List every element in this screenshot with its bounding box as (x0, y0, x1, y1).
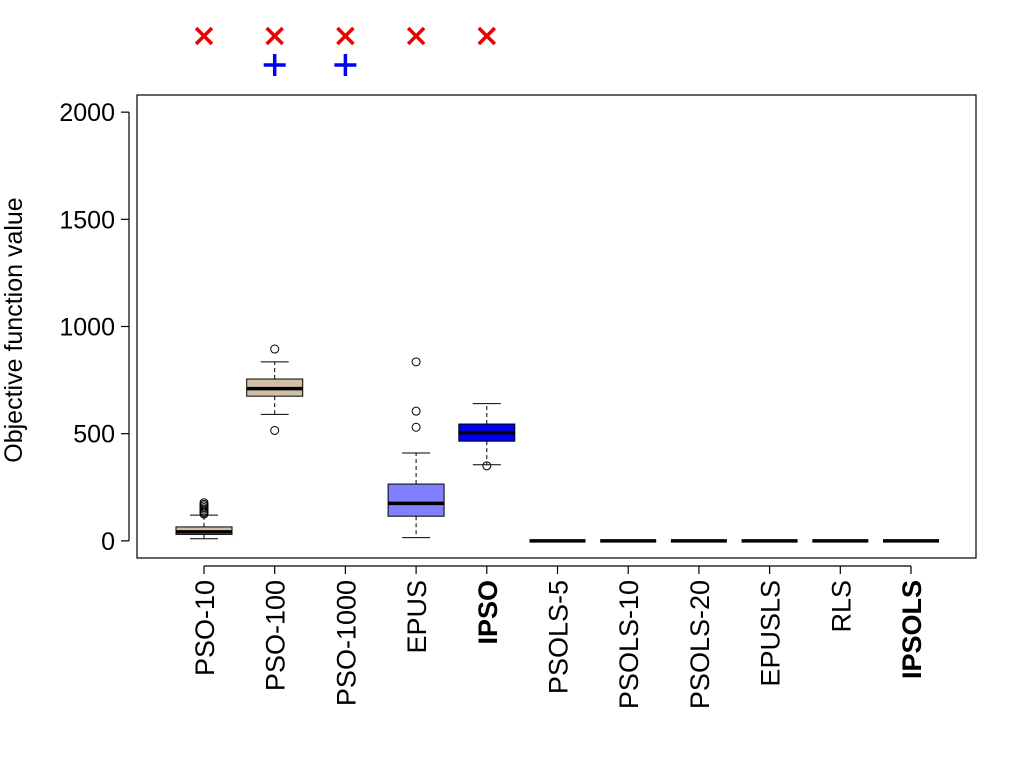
outlier-point (199, 498, 209, 508)
significance-markers (194, 26, 497, 76)
x-tick-label: IPSO (473, 580, 503, 645)
plus-marker-pso-100 (263, 54, 286, 76)
cross-marker-pso-1000 (336, 26, 355, 46)
cross-marker-epus (406, 26, 426, 46)
y-axis-label: Objective function value (0, 197, 28, 462)
x-tick-label: RLS (826, 580, 856, 633)
box-pso-100 (246, 344, 304, 435)
x-tick-label: PSO-100 (261, 580, 291, 691)
plus-marker-pso-1000 (334, 54, 357, 76)
x-tick-label: PSO-10 (190, 580, 220, 676)
box-pso-10 (175, 498, 233, 540)
outlier-point (482, 461, 492, 471)
y-tick-label: 2000 (59, 99, 115, 127)
y-tick-label: 0 (101, 528, 115, 556)
y-axis: 0 500 1000 1500 2000 (59, 99, 130, 556)
x-tick-label: PSOLS-20 (685, 580, 715, 709)
x-tick-label: EPUSLS (756, 580, 786, 687)
x-tick-label: EPUS (402, 580, 432, 654)
box-body (387, 483, 445, 517)
x-tick-label: PSOLS-10 (614, 580, 644, 709)
outlier-point (411, 406, 421, 416)
cross-marker-ipso (477, 26, 497, 46)
outlier-point (270, 425, 280, 435)
cross-marker-pso-100 (265, 26, 284, 46)
x-tick-label: PSOLS-5 (544, 580, 574, 694)
x-tick-label: IPSOLS (897, 580, 927, 679)
outlier-point (411, 422, 421, 432)
plot-frame (136, 94, 977, 559)
cross-marker-pso-10 (194, 26, 214, 46)
outlier-point (270, 344, 280, 354)
x-tick-label: PSO-1000 (331, 580, 361, 706)
box-epus (387, 357, 445, 539)
y-tick-label: 1500 (59, 206, 115, 234)
boxes (175, 344, 939, 543)
box-ipso (458, 403, 516, 471)
outlier-point (411, 357, 421, 367)
y-tick-label: 500 (73, 421, 115, 449)
y-tick-label: 1000 (59, 314, 115, 342)
x-axis: PSO-10 PSO-100 PSO-1000 EPUS IPSO PSOLS-5 PSOL… (190, 565, 927, 709)
